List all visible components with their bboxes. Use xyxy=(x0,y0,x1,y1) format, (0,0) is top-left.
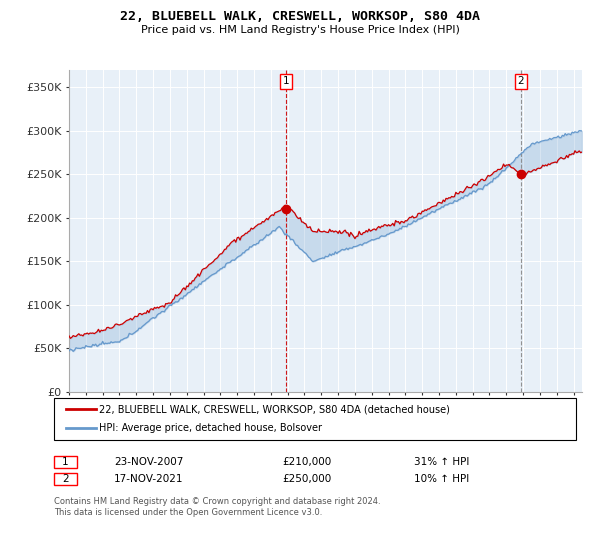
Text: 23-NOV-2007: 23-NOV-2007 xyxy=(114,457,184,467)
Text: Price paid vs. HM Land Registry's House Price Index (HPI): Price paid vs. HM Land Registry's House … xyxy=(140,25,460,35)
Text: £210,000: £210,000 xyxy=(282,457,331,467)
Text: 1: 1 xyxy=(283,77,289,86)
Text: £250,000: £250,000 xyxy=(282,474,331,484)
Text: 2: 2 xyxy=(62,474,69,484)
Text: 31% ↑ HPI: 31% ↑ HPI xyxy=(414,457,469,467)
Text: HPI: Average price, detached house, Bolsover: HPI: Average price, detached house, Bols… xyxy=(99,423,322,433)
Text: 17-NOV-2021: 17-NOV-2021 xyxy=(114,474,184,484)
Text: 1: 1 xyxy=(62,457,69,467)
Text: 2: 2 xyxy=(518,77,524,86)
Text: Contains HM Land Registry data © Crown copyright and database right 2024.
This d: Contains HM Land Registry data © Crown c… xyxy=(54,497,380,517)
Text: 22, BLUEBELL WALK, CRESWELL, WORKSOP, S80 4DA: 22, BLUEBELL WALK, CRESWELL, WORKSOP, S8… xyxy=(120,10,480,23)
Text: 22, BLUEBELL WALK, CRESWELL, WORKSOP, S80 4DA (detached house): 22, BLUEBELL WALK, CRESWELL, WORKSOP, S8… xyxy=(99,404,450,414)
Text: 10% ↑ HPI: 10% ↑ HPI xyxy=(414,474,469,484)
